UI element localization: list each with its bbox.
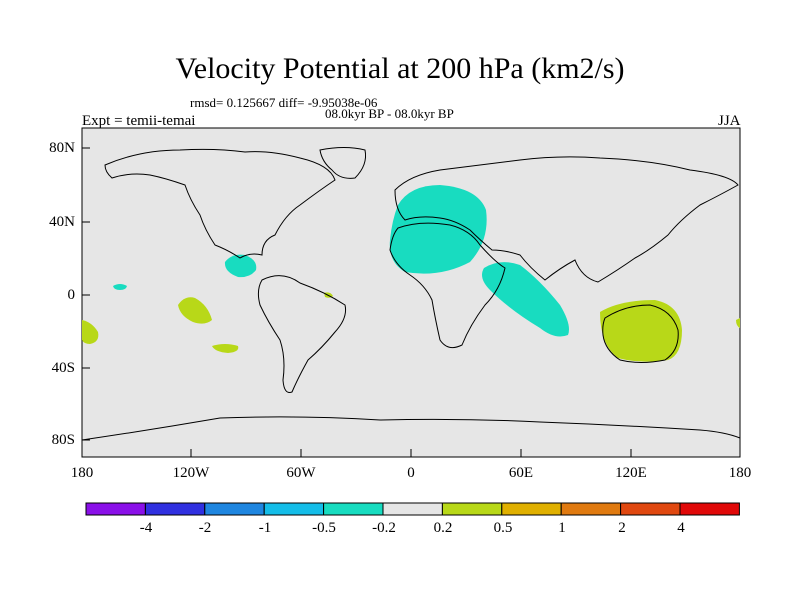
anomaly-europe-africa — [389, 185, 487, 274]
y-label-40s: 40S — [51, 360, 75, 376]
colorbar-swatch — [560, 502, 622, 516]
coast-north-america — [104, 148, 336, 259]
x-label-180w: 180 — [70, 465, 94, 481]
x-label-120w: 120W — [172, 465, 210, 481]
colorbar-label: -0.2 — [372, 520, 396, 536]
colorbar-label: 4 — [677, 520, 685, 536]
colorbar-swatch — [85, 502, 146, 516]
colorbar-label: 1 — [558, 520, 566, 536]
coast-eurasia — [394, 156, 739, 283]
colorbar-swatch — [204, 502, 265, 516]
period-label: 08.0kyr BP - 08.0kyr BP — [325, 106, 454, 121]
colorbar-label: -1 — [258, 520, 272, 536]
coast-africa — [389, 222, 506, 349]
positive-anomaly-regions — [82, 292, 740, 362]
x-label-180e: 180 — [728, 465, 752, 481]
x-label-60w: 60W — [286, 465, 316, 481]
colorbar-swatch — [263, 502, 325, 516]
colorbar-swatch — [441, 502, 503, 516]
y-label-80s: 80S — [51, 432, 75, 448]
colorbar-swatch — [679, 502, 740, 516]
coast-greenland — [319, 147, 366, 179]
colorbar-label: 0.5 — [493, 520, 513, 536]
experiment-label: Expt = temii-temai — [82, 113, 196, 129]
colorbar-swatch — [323, 502, 384, 516]
anomaly-pacific-small — [113, 284, 127, 290]
map-panel — [81, 127, 741, 458]
colorbar-swatch — [382, 502, 443, 516]
anomaly-central-america — [224, 254, 257, 278]
y-label-80n: 80N — [49, 140, 75, 156]
coast-south-america — [257, 275, 346, 393]
colorbar-label: 2 — [618, 520, 626, 536]
x-label-120e: 120E — [615, 465, 647, 481]
colorbar — [85, 502, 740, 516]
colorbar-swatch — [501, 502, 562, 516]
x-label-0: 0 — [407, 465, 415, 481]
colorbar-label: -2 — [198, 520, 212, 536]
colorbar-label: -0.5 — [312, 520, 336, 536]
coast-antarctica — [81, 416, 741, 441]
y-label-40n: 40N — [49, 214, 75, 230]
coastlines — [81, 147, 741, 441]
x-label-60e: 60E — [508, 465, 534, 481]
negative-anomaly-regions — [113, 185, 569, 337]
anomaly-east-pacific — [178, 297, 212, 324]
colorbar-swatch — [144, 502, 206, 516]
colorbar-swatch — [620, 502, 681, 516]
anomaly-west-edge — [82, 320, 99, 344]
anomaly-south-pacific — [212, 344, 239, 353]
colorbar-label: 0.2 — [433, 520, 453, 536]
anomaly-east-edge — [736, 318, 740, 328]
anomaly-indian-ocean — [482, 262, 569, 337]
axis-ticks — [82, 147, 632, 457]
chart-title: Velocity Potential at 200 hPa (km2/s) — [175, 52, 625, 85]
season-label: JJA — [718, 113, 741, 129]
colorbar-label: -4 — [139, 520, 153, 536]
y-label-0: 0 — [67, 287, 76, 303]
stats-label: rmsd= 0.125667 diff= -9.95038e-06 — [190, 95, 378, 110]
anomaly-australia — [600, 300, 682, 362]
coast-australia — [602, 304, 679, 363]
